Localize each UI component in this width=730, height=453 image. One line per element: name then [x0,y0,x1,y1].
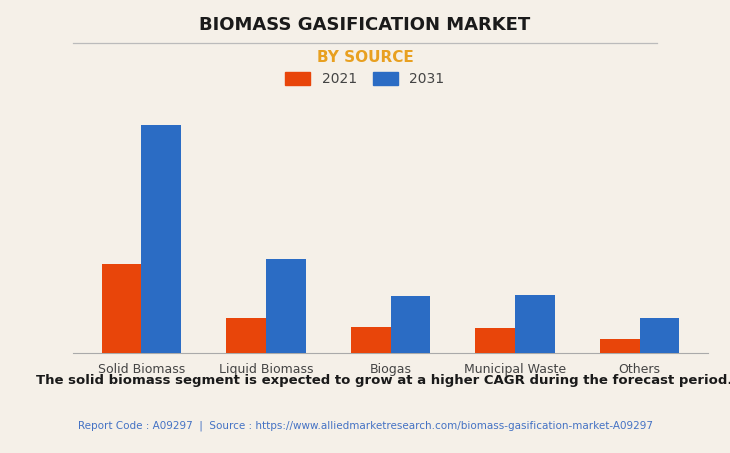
Legend: 2021, 2031: 2021, 2031 [285,72,445,86]
Bar [101,264,142,353]
Bar [226,318,266,353]
Bar [266,259,306,353]
Bar [142,125,181,353]
Text: The solid biomass segment is expected to grow at a higher CAGR during the foreca: The solid biomass segment is expected to… [36,374,730,387]
Text: Report Code : A09297  |  Source : https://www.alliedmarketresearch.com/biomass-g: Report Code : A09297 | Source : https://… [77,420,653,431]
Bar [350,327,391,353]
Bar [600,339,639,353]
Bar [515,295,555,353]
Bar [639,318,680,353]
Bar [475,328,515,353]
Text: BY SOURCE: BY SOURCE [317,50,413,65]
Bar [391,296,431,353]
Text: BIOMASS GASIFICATION MARKET: BIOMASS GASIFICATION MARKET [199,16,531,34]
